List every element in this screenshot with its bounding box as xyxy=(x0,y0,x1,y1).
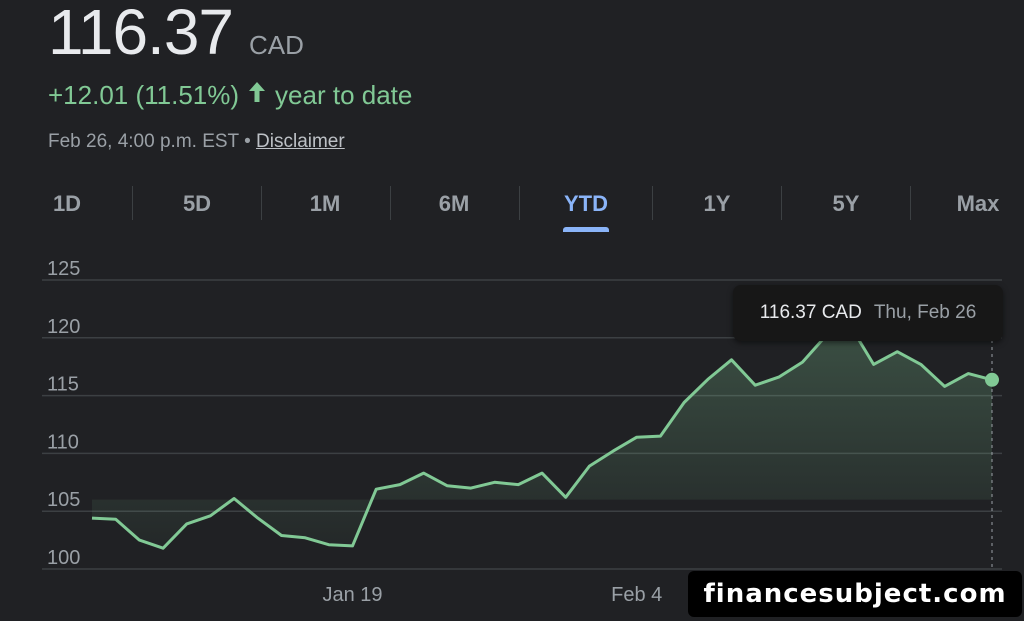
tab-divider xyxy=(390,186,391,220)
y-tick-label: 100 xyxy=(47,547,80,569)
x-tick-label: Jan 19 xyxy=(322,584,382,606)
tab-max[interactable]: Max xyxy=(929,182,1024,226)
tab-label: YTD xyxy=(564,191,608,216)
arrow-up-icon xyxy=(247,81,267,110)
y-axis-labels: 125 120 115 110 105 100 xyxy=(47,258,80,569)
x-tick-label: Feb 4 xyxy=(611,584,662,606)
tab-divider xyxy=(652,186,653,220)
change-value: +12.01 (11.51%) xyxy=(48,80,240,110)
hover-point xyxy=(985,372,999,387)
tab-divider xyxy=(132,186,133,220)
hover-tooltip: 116.37 CAD Thu, Feb 26 xyxy=(733,285,1003,341)
tab-label: 6M xyxy=(438,191,470,216)
tab-label: Max xyxy=(956,191,1000,216)
y-tick-label: 125 xyxy=(47,258,80,280)
tab-divider xyxy=(519,186,520,220)
tab-5d[interactable]: 5D xyxy=(148,182,246,226)
tab-6m[interactable]: 6M xyxy=(405,182,503,226)
currency-label: CAD xyxy=(249,30,304,60)
tab-label: 5Y xyxy=(832,191,860,216)
tab-label: 1M xyxy=(309,191,341,216)
timestamp: Feb 26, 4:00 p.m. EST xyxy=(48,131,239,152)
tab-divider xyxy=(781,186,782,220)
price-change: +12.01 (11.51%) year to date xyxy=(48,80,412,111)
tab-label: 5D xyxy=(182,191,212,216)
active-tab-indicator xyxy=(563,227,609,232)
tab-1d[interactable]: 1D xyxy=(18,182,116,226)
tab-divider xyxy=(910,186,911,220)
price-row: 116.37 CAD xyxy=(48,0,304,64)
tab-1m[interactable]: 1M xyxy=(276,182,374,226)
y-tick-label: 105 xyxy=(47,489,80,511)
disclaimer-link[interactable]: Disclaimer xyxy=(256,131,345,152)
timestamp-row: Feb 26, 4:00 p.m. EST • Disclaimer xyxy=(48,131,345,153)
tab-label: 1Y xyxy=(703,191,731,216)
tab-ytd[interactable]: YTD xyxy=(537,182,635,232)
tab-label: 1D xyxy=(52,191,82,216)
tab-1y[interactable]: 1Y xyxy=(668,182,766,226)
tooltip-date: Thu, Feb 26 xyxy=(873,302,977,323)
change-period: year to date xyxy=(275,80,413,110)
separator-dot: • xyxy=(244,131,251,152)
tab-divider xyxy=(261,186,262,220)
tooltip-price: 116.37 CAD xyxy=(759,302,862,323)
y-tick-label: 120 xyxy=(47,316,80,338)
price-area-fill xyxy=(92,325,992,549)
y-tick-label: 110 xyxy=(47,431,79,453)
current-price: 116.37 xyxy=(48,0,234,68)
watermark: financesubject.com xyxy=(688,571,1022,617)
y-tick-label: 115 xyxy=(47,374,79,396)
tab-5y[interactable]: 5Y xyxy=(797,182,895,226)
range-tabs: 1D 5D 1M 6M YTD 1Y 5Y Max xyxy=(0,182,1024,234)
